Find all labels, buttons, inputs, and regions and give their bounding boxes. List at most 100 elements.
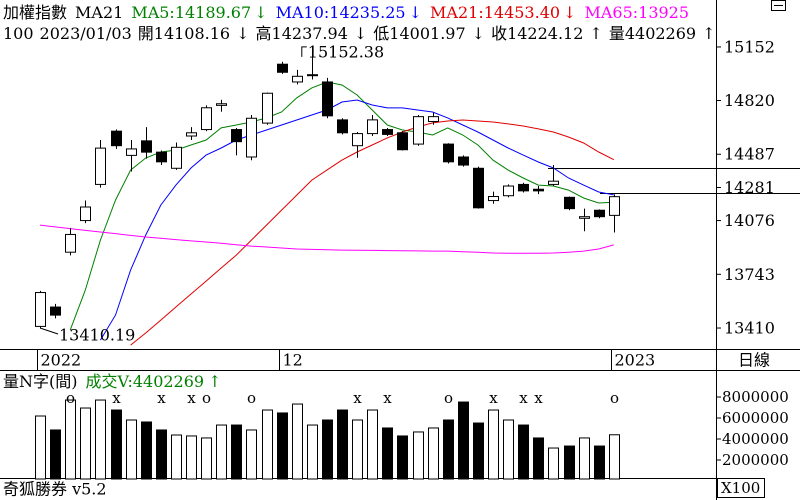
- scale-box: [717, 478, 765, 498]
- ma-line: [99, 99, 614, 341]
- candle-body: [428, 116, 439, 122]
- volume-bar: [141, 421, 152, 480]
- candle-body: [488, 196, 499, 202]
- volume-bar: [367, 409, 378, 480]
- y-tick-label: 2000000: [722, 451, 789, 469]
- x-tick-label: 2023: [615, 351, 656, 370]
- volume-bar: [458, 401, 469, 480]
- volume-bar: [65, 399, 76, 480]
- info-item: 100: [3, 24, 34, 43]
- candle-body: [50, 306, 61, 316]
- candle-body: [126, 148, 137, 156]
- signal-marker: x: [353, 389, 362, 407]
- footer: 奇狐勝券 v5.2: [3, 480, 107, 499]
- candle-body: [533, 188, 544, 192]
- volume-label: 成交V:4402269: [86, 372, 205, 391]
- info-item: ↓: [472, 24, 485, 43]
- signal-marker: o: [247, 389, 256, 407]
- volume-bar: [594, 445, 605, 480]
- candle-body: [352, 133, 363, 147]
- legend-arrow: ↓: [563, 3, 576, 22]
- ma-line: [130, 119, 615, 346]
- info-item: ↑: [702, 24, 715, 43]
- candle-body: [397, 132, 408, 151]
- y-tick-label: 15152: [724, 37, 775, 56]
- info-item: ↑: [589, 24, 602, 43]
- info-item: 收14224.12: [491, 24, 583, 43]
- candle-body: [307, 74, 318, 77]
- candle-body: [609, 196, 620, 216]
- volume-bar: [246, 429, 257, 480]
- y-tick-label: 14281: [724, 178, 775, 197]
- volume-arrow: ↑: [208, 372, 221, 391]
- volume-bar: [171, 434, 182, 480]
- legend-entry: MA5:14189.67: [131, 3, 251, 22]
- annotation: 15152.38: [308, 42, 384, 61]
- annotation: 13410.19: [59, 325, 135, 344]
- volume-bar: [95, 399, 106, 480]
- signal-marker: x: [489, 389, 498, 407]
- signal-marker: x: [157, 389, 166, 407]
- candle-body: [367, 119, 378, 135]
- y-tick-label: 8000000: [722, 388, 789, 406]
- volume-bar: [216, 424, 227, 480]
- info-item: 高14237.94: [256, 24, 348, 43]
- legend-entry: MA65:13925: [584, 3, 689, 22]
- signal-marker: o: [610, 389, 619, 407]
- x-tick-label: 2022: [41, 351, 82, 370]
- candle-body: [548, 180, 559, 185]
- volume-bar: [201, 437, 212, 480]
- volume-bar: [262, 409, 273, 480]
- candle-body: [231, 129, 242, 143]
- volume-bar: [518, 424, 529, 480]
- y-tick-label: 6000000: [722, 409, 789, 427]
- candle-body: [186, 132, 197, 137]
- volume-bar: [413, 431, 424, 480]
- volume-bar: [397, 435, 408, 480]
- volume-bar: [292, 403, 303, 480]
- info-item: 2023/01/03: [40, 24, 132, 43]
- volume-header: 量N字(間) 成交V:4402269 ↑: [3, 372, 222, 391]
- volume-bar: [231, 424, 242, 480]
- signal-marker: o: [202, 389, 211, 407]
- signal-marker: x: [383, 389, 392, 407]
- volume-bar: [428, 427, 439, 480]
- candle-body: [35, 292, 46, 327]
- candle-body: [141, 140, 152, 153]
- candle-body: [95, 147, 106, 185]
- info-item: 量4402269: [609, 24, 696, 43]
- title-item: MA21: [75, 3, 123, 22]
- title-item: 加權指數: [3, 3, 67, 22]
- info-line: 100 2023/01/03 開14108.16 ↓ 高14237.94 ↓ 低14001.…: [3, 24, 716, 43]
- volume-bar: [337, 409, 348, 480]
- info-item: ↓: [236, 24, 249, 43]
- legend: 加權指數 MA21 MA5:14189.67 ↓ MA10:14235.25 ↓ MA21:…: [3, 3, 689, 22]
- candle-body: [413, 116, 424, 145]
- y-tick-label: 4000000: [722, 430, 789, 448]
- candle-body: [564, 196, 575, 210]
- x-tick-label: 12: [283, 351, 303, 370]
- volume-bar: [473, 422, 484, 480]
- legend-entry: MA21:14453.40: [430, 3, 560, 22]
- volume-bar: [35, 415, 46, 480]
- volume-title: 量N字(間): [3, 372, 78, 391]
- candle-body: [518, 183, 529, 192]
- candle-body: [292, 75, 303, 83]
- y-tick-label: 13743: [724, 265, 775, 284]
- signal-marker: o: [66, 389, 75, 407]
- info-item: 開14108.16: [138, 24, 230, 43]
- volume-bar: [80, 407, 91, 480]
- period-label: 日線: [738, 351, 770, 370]
- y-tick-label: 14487: [724, 145, 775, 164]
- candle-body: [65, 233, 76, 253]
- candle-body: [80, 206, 91, 222]
- signal-marker: x: [534, 389, 543, 407]
- candle-body: [503, 185, 514, 197]
- ma-line: [39, 224, 614, 254]
- y-tick-label: 14820: [724, 91, 775, 110]
- candle-body: [111, 130, 122, 147]
- annotation-leader: [301, 46, 307, 57]
- candle-body: [443, 143, 454, 163]
- candle-body: [382, 129, 393, 135]
